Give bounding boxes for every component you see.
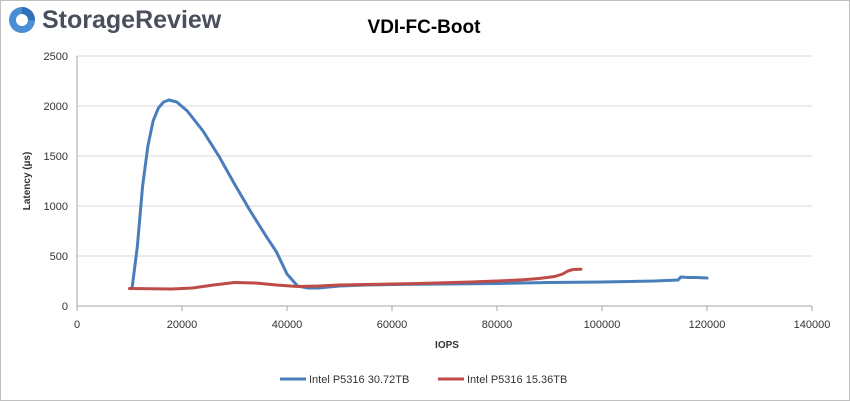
x-tick-label: 140000	[794, 319, 831, 331]
x-tick-label: 120000	[689, 319, 726, 331]
axes	[76, 56, 813, 311]
legend-label-1: Intel P5316 30.72TB	[309, 374, 409, 386]
y-axis-label: Latency (µs)	[22, 152, 33, 211]
y-tick-label: 2000	[44, 101, 68, 113]
x-tick-label: 40000	[272, 319, 303, 331]
series-lines	[128, 98, 709, 291]
legend-label-2: Intel P5316 15.36TB	[467, 374, 567, 386]
x-tick-label: 60000	[377, 319, 408, 331]
x-tick-label: 80000	[482, 319, 513, 331]
x-tick-label: 20000	[167, 319, 198, 331]
y-tick-label: 2500	[44, 51, 68, 63]
brand-logo-text: StorageReview	[42, 6, 222, 34]
y-tick-label: 0	[62, 301, 68, 313]
y-tick-label: 1000	[44, 201, 68, 213]
x-tick-label: 0	[74, 319, 80, 331]
y-tick-label: 500	[50, 251, 68, 263]
series-line-1	[130, 98, 709, 290]
y-tick-label: 1500	[44, 151, 68, 163]
gridlines	[77, 55, 812, 257]
chart-title: VDI-FC-Boot	[368, 17, 482, 38]
x-axis-label: IOPS	[435, 340, 459, 351]
legend: Intel P5316 30.72TB Intel P5316 15.36TB	[280, 374, 567, 386]
brand-logo: StorageReview	[9, 6, 222, 34]
storage-review-logo-icon	[9, 7, 35, 33]
series-line-2	[128, 267, 583, 291]
x-tick-labels: 0 20000 40000 60000 80000 100000 120000 140000	[74, 319, 830, 331]
x-tick-label: 100000	[584, 319, 621, 331]
y-tick-labels: 0 500 1000 1500 2000 2500	[44, 51, 68, 313]
